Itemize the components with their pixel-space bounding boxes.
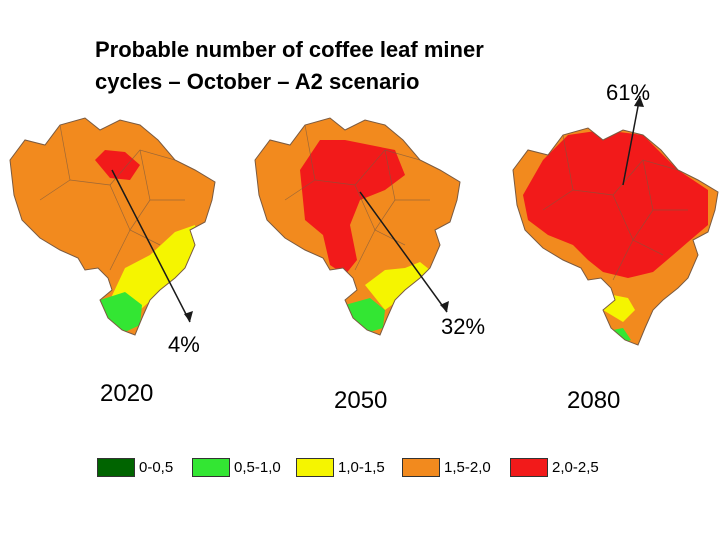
legend-swatch	[402, 458, 440, 477]
arrow-2050	[359, 191, 448, 313]
legend-label: 0-0,5	[139, 459, 174, 476]
percent-2080: 61%	[606, 80, 651, 105]
region-hot-2050	[300, 140, 405, 275]
region-hot-2080	[523, 130, 708, 278]
legend-label: 2,0-2,5	[552, 459, 599, 476]
legend-label: 1,0-1,5	[338, 459, 385, 476]
year-2080: 2080	[567, 387, 621, 414]
region-southeast-2020	[110, 225, 200, 310]
legend-swatch	[510, 458, 548, 477]
arrow-2020-head	[184, 311, 193, 322]
year-2050: 2050	[334, 387, 388, 414]
arrow-2080-head	[634, 96, 644, 107]
legend-swatch	[97, 458, 135, 477]
title-line-1: Probable number of coffee leaf miner	[95, 37, 484, 62]
percent-2020: 4%	[168, 332, 200, 357]
arrow-2020	[111, 169, 191, 323]
region-south-2020	[100, 292, 142, 332]
map-2050	[254, 117, 461, 336]
region-hot-2020	[95, 150, 140, 180]
legend-swatch	[296, 458, 334, 477]
legend: 0-0,5 0,5-1,0 1,0-1,5 1,5-2,0 2,0-2,5	[0, 456, 720, 480]
map-2080	[512, 127, 719, 346]
arrows	[111, 95, 644, 323]
chart-title: Probable number of coffee leaf miner cyc…	[95, 34, 484, 98]
percent-2050: 32%	[441, 314, 486, 339]
region-south-2080	[613, 328, 631, 344]
legend-label: 1,5-2,0	[444, 459, 491, 476]
legend-swatch	[192, 458, 230, 477]
arrow-2050-head	[440, 301, 449, 312]
region-southeast-2050	[365, 262, 430, 310]
map-2020	[9, 117, 216, 336]
year-2020: 2020	[100, 380, 154, 407]
arrow-2080	[622, 95, 641, 186]
title-line-2: cycles – October – A2 scenario	[95, 69, 420, 94]
legend-label: 0,5-1,0	[234, 459, 281, 476]
region-south-2050	[345, 298, 385, 332]
